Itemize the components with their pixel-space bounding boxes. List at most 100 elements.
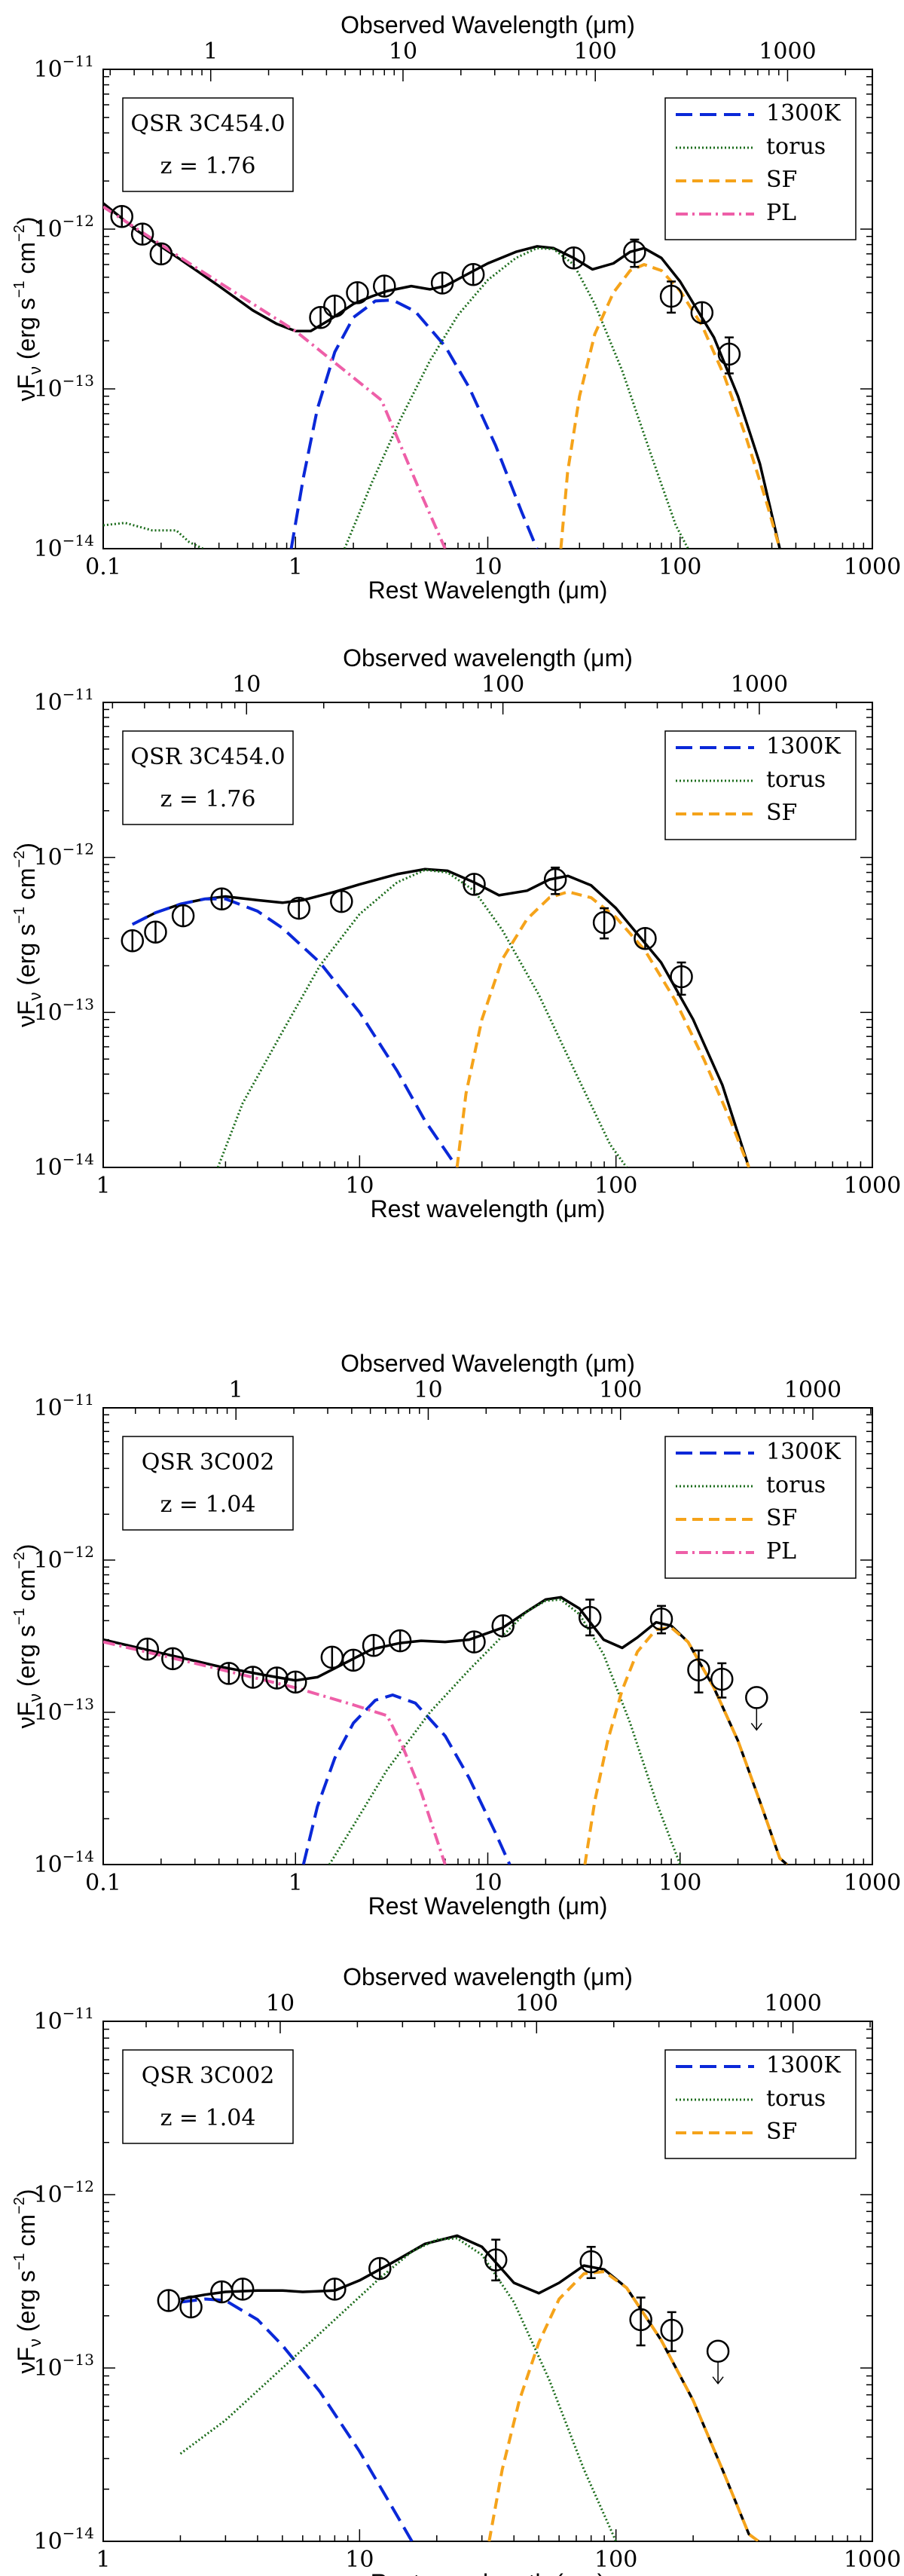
source-name: QSR 3C454.0: [130, 111, 285, 137]
y-axis-label: νFν (erg s−1 cm−2): [11, 1543, 44, 1728]
data-point: [660, 2311, 683, 2352]
sed-panel-2: 1 10 100 1000 10 100 1000 10−11 10−12 10−13 10−14 R…: [11, 644, 901, 1222]
data-marker: [659, 284, 683, 308]
data-marker: [690, 301, 714, 325]
y-tick-label: 10−12: [34, 840, 94, 871]
x2-tick-label: 10: [232, 672, 261, 698]
data-point: [562, 246, 585, 270]
x-tick-label: 10: [473, 1870, 502, 1896]
y-tick-label: 10−14: [34, 1150, 94, 1181]
x-axis-label: Rest wavelength (μm): [371, 1195, 606, 1222]
data-marker: [562, 246, 585, 270]
data-marker: [323, 294, 347, 318]
data-marker: [592, 910, 616, 935]
down-arrow-icon: [712, 2376, 724, 2385]
data-marker: [346, 281, 369, 304]
data-point: [121, 929, 145, 953]
data-point: [690, 301, 714, 325]
series-torus: [179, 2237, 618, 2541]
data-point: [217, 1662, 240, 1685]
data-marker: [161, 1647, 185, 1671]
data-point: [287, 896, 311, 920]
data-point: [130, 222, 154, 246]
series-torus: [216, 868, 628, 1167]
legend: 1300K torus SF PL: [664, 1436, 857, 1579]
data-point: [659, 280, 683, 314]
data-point: [179, 2295, 203, 2319]
source-name: QSR 3C454.0: [130, 744, 285, 770]
data-marker: [171, 904, 195, 928]
x2-axis-label: Observed Wavelength (μm): [341, 1350, 635, 1377]
source-box-frame: [122, 730, 294, 825]
source-label-box: QSR 3C002 z = 1.04: [122, 1436, 294, 1531]
series-total: [132, 867, 750, 1167]
data-marker: [373, 274, 396, 298]
data-point: [136, 1637, 160, 1661]
data-marker: [484, 2248, 508, 2272]
legend-label-torus: torus: [766, 133, 826, 160]
legend-frame: [664, 730, 857, 840]
data-point: [579, 2245, 603, 2279]
x2-tick-label: 1000: [784, 1377, 841, 1403]
y-tick-label: 10−12: [34, 2177, 94, 2208]
series-pl: [103, 1640, 447, 1865]
data-marker: [217, 1662, 240, 1685]
series-total: [180, 2234, 760, 2541]
x-tick-label: 100: [658, 1870, 701, 1896]
data-marker: [463, 873, 486, 896]
data-point: [110, 204, 133, 228]
y-tick-label: 10−13: [34, 1695, 94, 1726]
data-marker: [629, 2308, 652, 2332]
x-tick-label: 10: [473, 554, 502, 580]
data-point: [144, 920, 167, 944]
x-axis-label: Rest wavelength (μm): [371, 2569, 606, 2576]
data-marker: [579, 2250, 603, 2274]
x-tick-label: 1: [96, 2547, 110, 2573]
legend-frame: [664, 2049, 857, 2159]
data-marker: [368, 2256, 392, 2281]
data-point: [330, 889, 353, 913]
legend-frame: [664, 97, 857, 240]
x-tick-label: 1: [289, 1870, 303, 1896]
data-point: [362, 1634, 386, 1657]
data-point: [309, 305, 332, 329]
x-tick-label: 1: [289, 554, 303, 580]
data-marker: [210, 887, 234, 910]
legend-label-1300k: 1300K: [766, 1439, 841, 1465]
y-tick-label: 10−11: [34, 1390, 94, 1421]
source-box-frame: [122, 97, 294, 192]
source-label-box: QSR 3C002 z = 1.04: [122, 2049, 294, 2144]
redshift-label: z = 1.76: [160, 786, 256, 812]
series-total: [103, 1595, 788, 1865]
legend: 1300K torus SF: [664, 730, 857, 840]
redshift-label: z = 1.76: [160, 153, 256, 179]
x-tick-label: 1: [96, 1173, 110, 1199]
series-1300k: [301, 1693, 512, 1865]
source-name: QSR 3C002: [142, 2063, 275, 2089]
y-axis-label: νFν (erg s−1 cm−2): [11, 216, 44, 401]
x-tick-label: 10: [345, 2547, 374, 2573]
source-box-frame: [122, 1436, 294, 1531]
down-arrow-icon: [750, 1722, 762, 1731]
y-tick-label: 10−13: [34, 2351, 94, 2382]
y-tick-label: 10−13: [34, 995, 94, 1026]
data-marker: [179, 2295, 203, 2319]
data-marker: [463, 1630, 486, 1654]
upper-limit: [745, 1686, 768, 1731]
data-point: [368, 2256, 392, 2281]
sed-panel-3: 0.1 1 10 100 1000 1 10 100 1000 10−11 10−12 10−13 10…: [11, 1350, 901, 1920]
data-marker: [130, 222, 154, 246]
legend-label-sf: SF: [766, 167, 797, 193]
data-point: [670, 961, 693, 996]
data-marker: [121, 929, 145, 953]
data-marker: [660, 2318, 683, 2342]
data-point: [388, 1629, 412, 1653]
y-tick-label: 10−13: [34, 372, 94, 402]
data-point: [265, 1666, 289, 1690]
data-marker: [670, 965, 693, 989]
x2-axis-label: Observed Wavelength (μm): [341, 11, 635, 38]
x-tick-label: 0.1: [85, 554, 121, 580]
data-point: [484, 2238, 508, 2282]
legend-label-torus: torus: [766, 1472, 826, 1498]
data-point: [210, 887, 234, 910]
